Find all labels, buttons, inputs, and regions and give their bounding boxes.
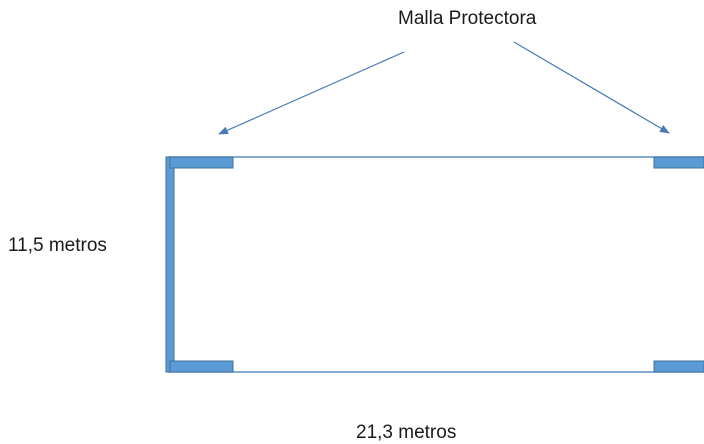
arrow-to-left-mesh [218, 51, 405, 135]
mesh-label: Malla Protectora [398, 8, 537, 29]
mesh-left-bottom [169, 360, 234, 373]
mesh-right-top [653, 156, 704, 169]
arrow-to-right-mesh [513, 41, 670, 134]
width-dimension-label: 21,3 metros [356, 422, 457, 443]
height-dimension-label: 11,5 metros [8, 235, 107, 256]
mesh-left-vertical [165, 156, 175, 373]
mesh-right-bottom [653, 360, 704, 373]
mesh-left-top [169, 156, 234, 169]
